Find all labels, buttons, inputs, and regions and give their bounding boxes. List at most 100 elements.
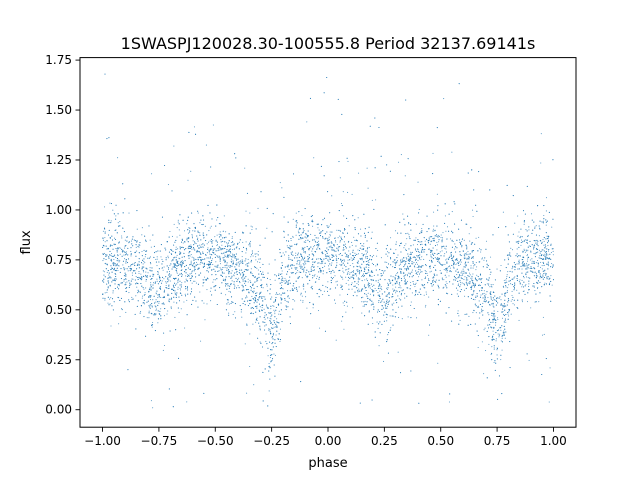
scatter-point xyxy=(349,272,351,274)
scatter-point xyxy=(472,267,474,269)
scatter-point xyxy=(110,220,112,222)
scatter-point xyxy=(501,304,503,306)
scatter-point xyxy=(240,311,242,313)
scatter-point xyxy=(344,300,346,302)
scatter-point xyxy=(453,279,455,281)
scatter-point xyxy=(102,246,104,249)
scatter-point xyxy=(386,244,388,246)
scatter-point xyxy=(128,292,130,294)
scatter-point xyxy=(126,262,129,264)
scatter-point xyxy=(521,286,523,288)
scatter-point xyxy=(212,248,215,250)
scatter-point xyxy=(458,228,460,230)
scatter-point xyxy=(329,233,331,236)
scatter-point xyxy=(504,337,506,339)
scatter-point xyxy=(351,288,353,290)
scatter-point xyxy=(195,273,197,275)
scatter-point xyxy=(544,269,546,271)
scatter-point xyxy=(262,287,264,289)
scatter-point xyxy=(286,300,288,303)
scatter-point xyxy=(327,281,329,283)
scatter-point xyxy=(102,297,104,299)
scatter-point xyxy=(156,280,158,282)
scatter-point xyxy=(199,244,201,246)
scatter-point xyxy=(437,234,439,237)
scatter-point xyxy=(309,97,312,100)
scatter-point xyxy=(531,260,533,262)
scatter-point xyxy=(272,324,274,326)
scatter-point xyxy=(534,271,536,273)
scatter-point xyxy=(380,285,382,288)
scatter-point xyxy=(432,252,434,254)
scatter-point xyxy=(545,232,547,234)
scatter-point xyxy=(139,312,141,314)
scatter-point xyxy=(436,274,438,276)
scatter-point xyxy=(503,279,505,281)
scatter-point xyxy=(540,133,542,135)
scatter-point xyxy=(449,281,451,283)
scatter-point xyxy=(525,264,527,266)
scatter-point xyxy=(352,307,354,309)
scatter-point xyxy=(364,236,366,238)
scatter-point xyxy=(228,254,230,256)
scatter-point xyxy=(371,199,373,201)
scatter-point xyxy=(500,340,502,342)
scatter-point xyxy=(416,263,419,265)
scatter-point xyxy=(202,279,204,281)
scatter-point xyxy=(117,255,119,257)
scatter-point xyxy=(527,271,529,273)
scatter-point xyxy=(335,241,337,243)
scatter-point xyxy=(297,254,299,256)
scatter-point xyxy=(437,362,439,364)
scatter-point xyxy=(234,311,236,313)
scatter-point xyxy=(543,258,545,260)
scatter-point xyxy=(500,299,502,301)
scatter-point xyxy=(197,306,199,308)
scatter-point xyxy=(227,283,229,285)
scatter-point xyxy=(145,335,147,337)
scatter-point xyxy=(538,257,540,259)
scatter-point xyxy=(542,220,544,222)
scatter-point xyxy=(493,333,495,335)
scatter-point xyxy=(157,272,159,274)
scatter-point xyxy=(176,265,178,267)
scatter-point xyxy=(247,269,249,271)
scatter-point xyxy=(280,278,282,280)
scatter-point xyxy=(286,265,288,267)
scatter-point xyxy=(419,271,421,273)
scatter-point xyxy=(232,262,234,264)
scatter-point xyxy=(443,279,445,281)
scatter-point xyxy=(547,276,549,278)
scatter-point xyxy=(444,215,446,217)
scatter-point xyxy=(126,268,128,270)
scatter-point xyxy=(432,253,434,256)
scatter-point xyxy=(179,251,181,253)
scatter-point xyxy=(240,260,242,262)
scatter-point xyxy=(267,317,269,319)
scatter-point xyxy=(206,243,208,245)
scatter-point xyxy=(404,283,406,285)
scatter-point xyxy=(415,273,417,275)
scatter-point xyxy=(518,319,520,322)
scatter-point xyxy=(306,121,308,123)
scatter-point xyxy=(206,303,208,305)
scatter-point xyxy=(366,278,368,280)
scatter-point xyxy=(547,240,549,242)
scatter-point xyxy=(478,317,480,319)
scatter-point xyxy=(318,327,321,329)
scatter-point xyxy=(106,254,108,256)
scatter-point xyxy=(176,271,178,273)
scatter-point xyxy=(491,346,493,348)
scatter-point xyxy=(260,291,262,293)
scatter-point xyxy=(438,261,440,263)
scatter-point xyxy=(269,320,271,322)
scatter-point xyxy=(455,287,458,289)
scatter-point xyxy=(242,276,244,278)
scatter-point xyxy=(432,152,434,154)
scatter-point xyxy=(312,307,314,309)
scatter-point xyxy=(312,253,314,256)
scatter-point xyxy=(130,253,132,255)
scatter-point xyxy=(399,263,402,265)
scatter-point xyxy=(374,117,376,119)
scatter-point xyxy=(279,273,282,275)
